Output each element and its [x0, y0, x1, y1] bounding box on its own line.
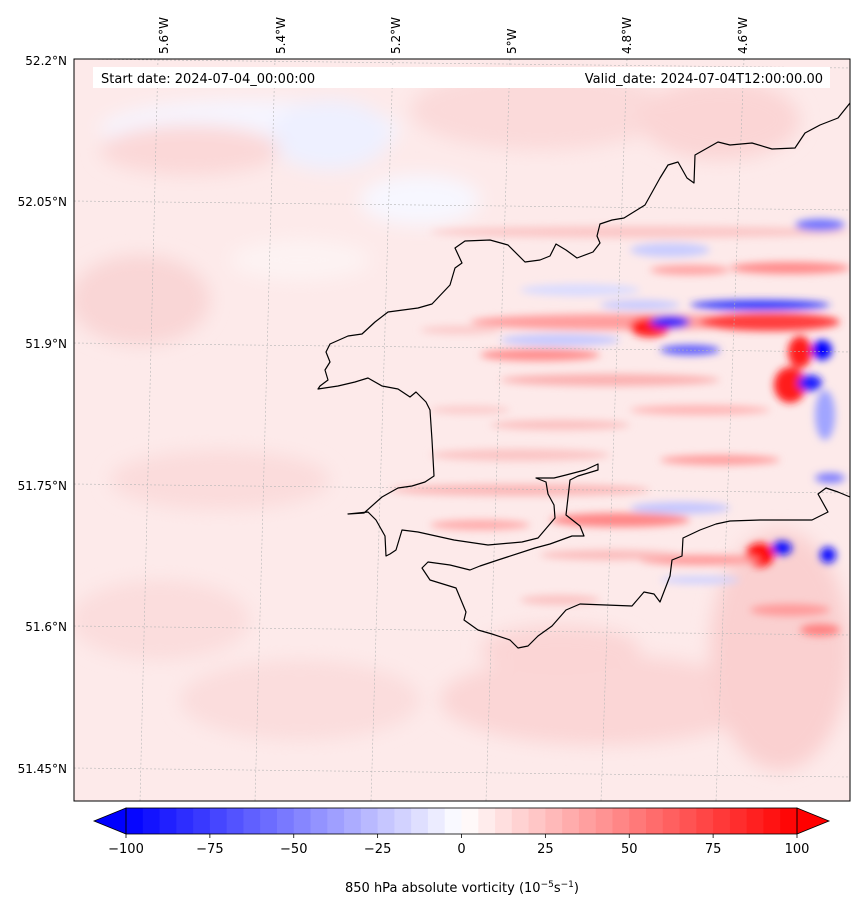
map-frame — [73, 58, 851, 802]
colorbar-title: 850 hPa absolute vorticity (10−5s−1) — [345, 880, 579, 896]
colorbar-tick-label: 50 — [621, 842, 638, 857]
colorbar-cell — [780, 808, 798, 834]
colorbar-cell — [713, 808, 731, 834]
lat-tick-label: 52.2°N — [25, 54, 67, 68]
colorbar-cell — [226, 808, 245, 834]
colorbar-cell — [126, 808, 144, 834]
colorbar-cell — [360, 808, 379, 834]
map-panel: Start date: 2024-07-04_00:00:00 Valid_da… — [74, 59, 850, 801]
colorbar-cell — [729, 808, 748, 834]
colorbar-cell — [276, 808, 295, 834]
colorbar-cell — [562, 808, 580, 834]
colorbar-cell — [578, 808, 597, 834]
colorbar-extend-low — [92, 807, 127, 835]
colorbar-cell — [243, 808, 261, 834]
colorbar-tick-label: 100 — [785, 842, 810, 857]
colorbar-cell — [209, 808, 228, 834]
graticule — [74, 59, 850, 801]
lon-tick-label: 5.6°W — [157, 17, 171, 54]
colorbar-cell — [495, 808, 513, 834]
lat-tick-label: 51.9°N — [25, 337, 67, 351]
colorbar-cell — [427, 808, 446, 834]
lat-tick-label: 51.6°N — [25, 620, 67, 634]
colorbar-cell — [646, 808, 664, 834]
lon-tick-label: 4.8°W — [620, 17, 634, 54]
coastline — [317, 102, 850, 649]
lon-tick-label: 5.2°W — [389, 17, 403, 54]
colorbar-cell — [478, 808, 496, 834]
lon-tick-label: 5.4°W — [274, 17, 288, 54]
colorbar-tick-label: 25 — [537, 842, 554, 857]
colorbar-cell — [142, 808, 161, 834]
colorbar-cell — [528, 808, 546, 834]
latitude-axis: 52.2°N 52.05°N 51.9°N 51.75°N 51.6°N 51.… — [18, 54, 67, 776]
colorbar-cell — [344, 808, 362, 834]
colorbar-cell — [411, 808, 429, 834]
colorbar-cell — [394, 808, 412, 834]
colorbar-cell — [696, 808, 714, 834]
colorbar-cell — [327, 808, 345, 834]
vorticity-broad-field — [74, 70, 850, 770]
lat-tick-label: 51.75°N — [18, 479, 67, 493]
lon-tick-label: 4.6°W — [736, 17, 750, 54]
colorbar-cell — [629, 808, 647, 834]
colorbar-cell — [444, 808, 463, 834]
lon-tick-label: 5°W — [505, 28, 519, 54]
colorbar-cell — [310, 808, 328, 834]
colorbar-cell — [377, 808, 396, 834]
date-header-band — [93, 67, 830, 88]
colorbar-extend-high — [796, 807, 831, 835]
colorbar-ticks: −100 −75 −50 −25 0 25 50 75 100 — [108, 834, 809, 857]
colorbar-cell — [746, 808, 765, 834]
lat-tick-label: 51.45°N — [18, 762, 67, 776]
colorbar-tick-label: 0 — [457, 842, 465, 857]
colorbar-cell — [193, 808, 211, 834]
valid-date-label: Valid_date: 2024-07-04T12:00:00.00 — [585, 72, 823, 87]
colorbar-tick-label: −100 — [108, 842, 144, 857]
colorbar-cell — [545, 808, 563, 834]
colorbar-cell — [461, 808, 479, 834]
colorbar: −100 −75 −50 −25 0 25 50 75 100 850 hPa absolute… — [92, 807, 831, 896]
colorbar-cell — [176, 808, 194, 834]
vorticity-bands — [390, 219, 850, 636]
start-date-label: Start date: 2024-07-04_00:00:00 — [101, 72, 315, 87]
colorbar-tick-label: −50 — [280, 842, 307, 857]
colorbar-cell — [679, 808, 697, 834]
colorbar-cell — [612, 808, 630, 834]
colorbar-cell — [595, 808, 614, 834]
colorbar-tick-label: −75 — [196, 842, 223, 857]
colorbar-cell — [293, 808, 312, 834]
lat-tick-label: 52.05°N — [18, 195, 67, 209]
colorbar-cell — [763, 808, 781, 834]
colorbar-tick-label: 75 — [705, 842, 722, 857]
colorbar-tick-label: −25 — [364, 842, 391, 857]
colorbar-cell — [511, 808, 530, 834]
colorbar-cell — [159, 808, 177, 834]
colorbar-cell — [260, 808, 278, 834]
colorbar-cells — [126, 808, 798, 834]
longitude-axis: 5.6°W 5.4°W 5.2°W 5°W 4.8°W 4.6°W — [157, 17, 750, 54]
colorbar-cell — [662, 808, 681, 834]
